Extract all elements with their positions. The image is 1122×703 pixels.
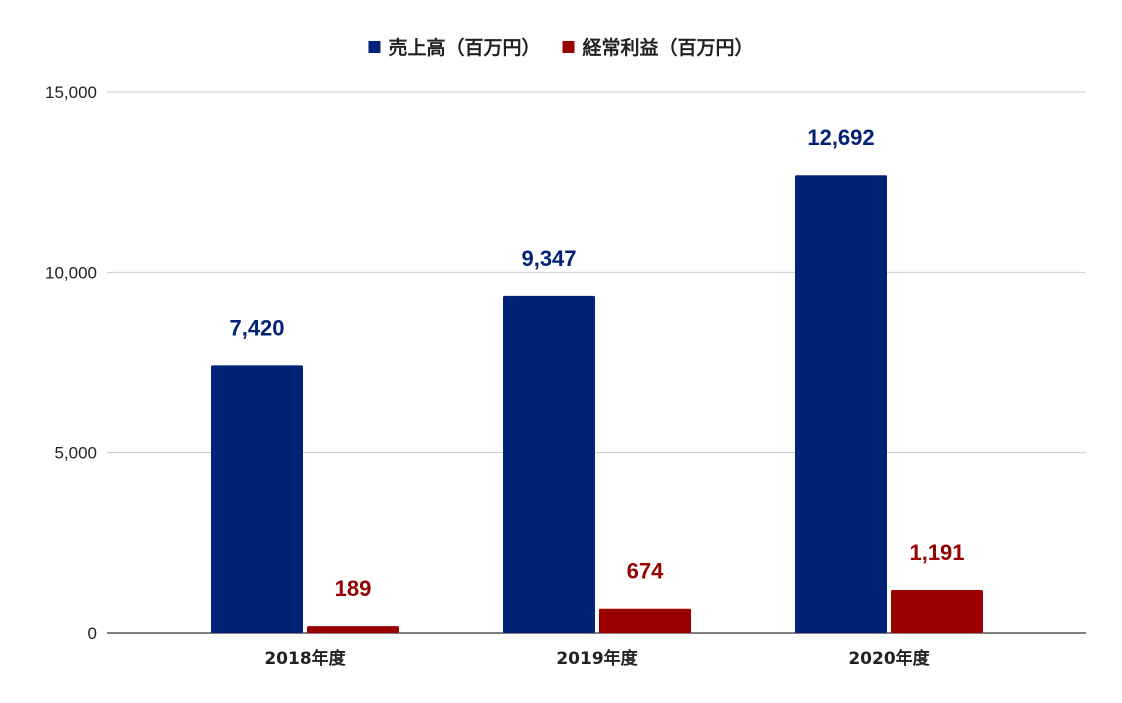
bar-series-1-1 xyxy=(599,608,691,633)
legend-swatch-0 xyxy=(368,41,381,53)
bar-series-0-2 xyxy=(795,175,887,633)
x-axis-ticks: 2018年度 2019年度 2020年度 xyxy=(264,648,930,669)
x-tick-label: 2019年度 xyxy=(556,648,638,669)
legend-label-0: 売上高（百万円） xyxy=(388,36,540,59)
data-label-series-1-0: 189 xyxy=(335,576,372,601)
data-label-series-1-2: 1,191 xyxy=(909,540,964,565)
y-axis-ticks: 0 5,000 10,000 15,000 xyxy=(45,83,97,643)
y-tick-label: 0 xyxy=(88,624,97,643)
legend-swatch-1 xyxy=(562,41,575,53)
legend-label-1: 経常利益（百万円） xyxy=(583,36,754,59)
x-tick-label: 2020年度 xyxy=(848,648,930,669)
data-label-series-0-2: 12,692 xyxy=(807,125,874,150)
data-label-series-1-1: 674 xyxy=(627,559,664,584)
bar-series-0-1 xyxy=(503,295,595,633)
bar-series-0-0 xyxy=(211,365,303,633)
data-label-series-0-0: 7,420 xyxy=(229,315,284,340)
data-labels: 7,420 189 9,347 674 12,692 1,191 xyxy=(229,125,964,601)
x-tick-label: 2018年度 xyxy=(264,648,346,669)
legend: 売上高（百万円） 経常利益（百万円） xyxy=(368,36,754,59)
y-tick-label: 10,000 xyxy=(45,263,97,282)
y-tick-label: 15,000 xyxy=(45,83,97,102)
bars xyxy=(211,175,983,633)
data-label-series-0-1: 9,347 xyxy=(521,246,576,271)
bar-series-1-2 xyxy=(891,590,983,633)
y-tick-label: 5,000 xyxy=(54,444,97,463)
bar-series-1-0 xyxy=(307,626,399,633)
